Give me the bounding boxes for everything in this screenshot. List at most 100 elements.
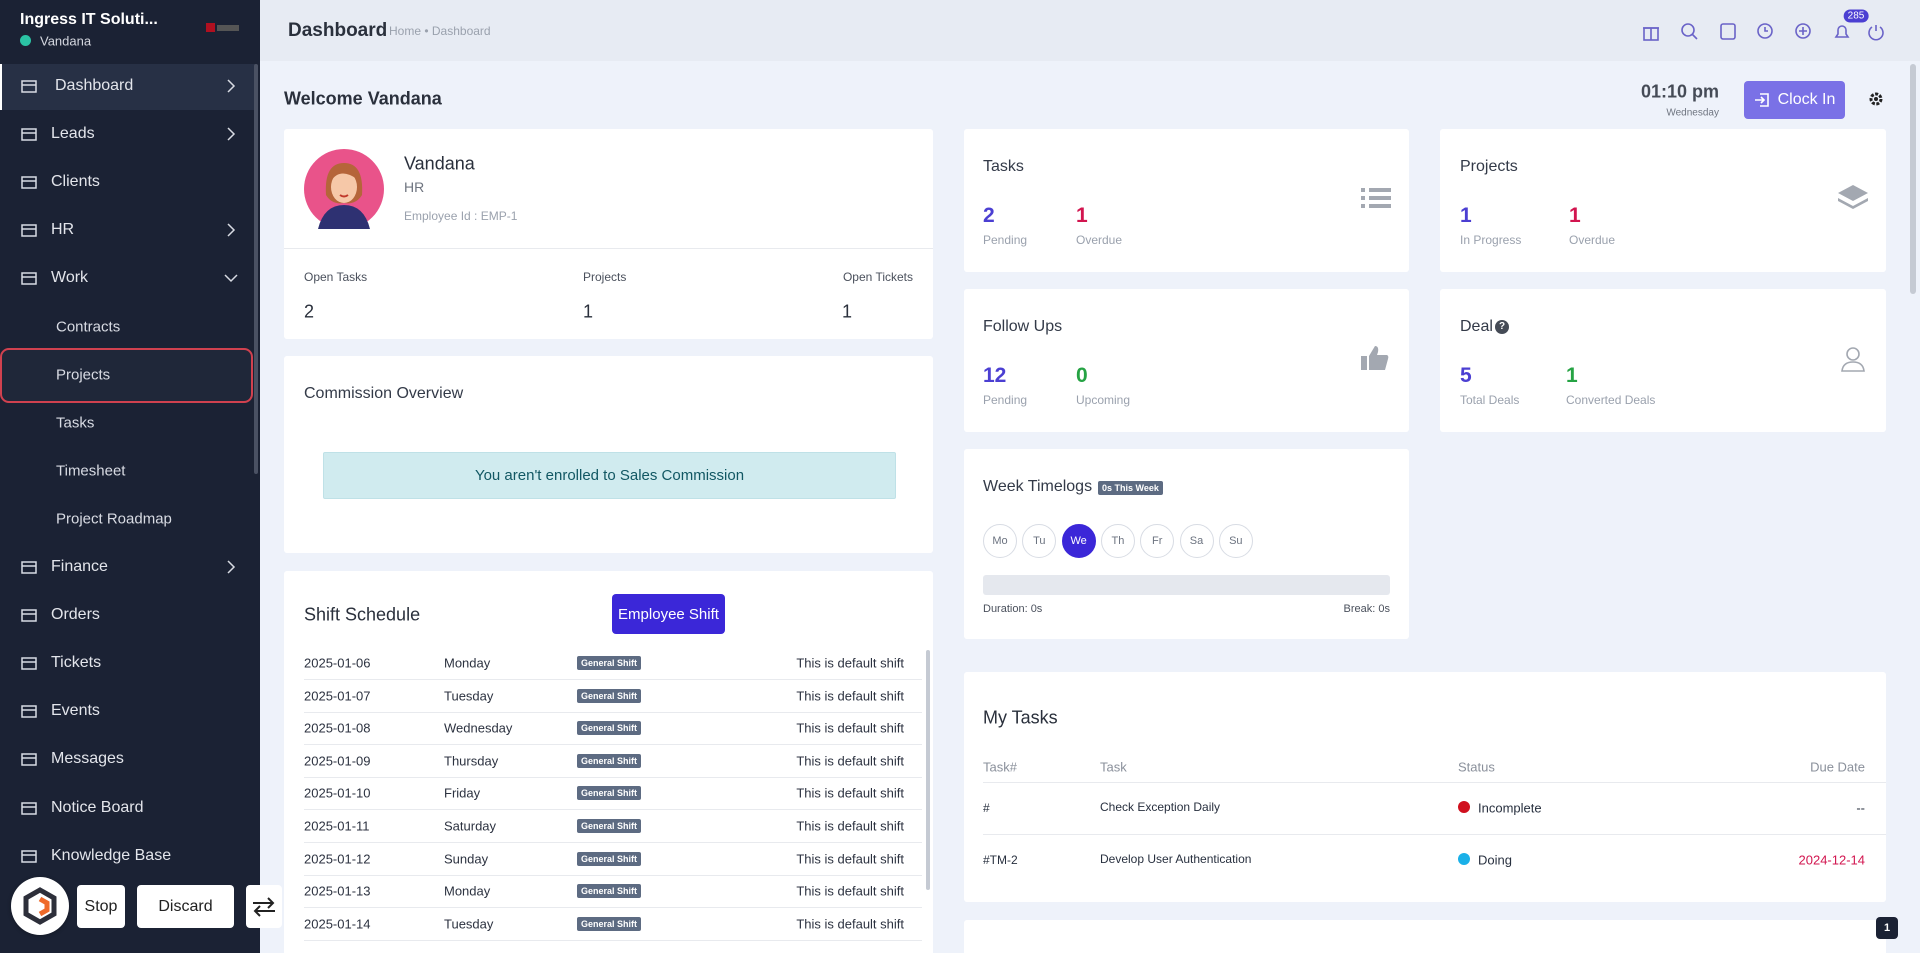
shift-day: Wednesday [444,720,513,736]
task-status: Incomplete [1478,800,1542,816]
help-icon[interactable]: ? [1495,320,1509,334]
due-date: 2024-12-14 [1798,852,1866,868]
card-title: Tasks [983,158,1024,175]
card-title: Projects [1460,158,1518,175]
active-item[interactable] [0,64,255,110]
breadcrumb[interactable]: Home • Dashboard [389,24,491,38]
column-header: Task# [983,759,1017,775]
selected-item[interactable] [0,348,253,403]
clock-day: Wednesday [1666,107,1719,119]
shift-day: Monday [444,883,491,899]
week-badge: 0s This Week [1098,481,1163,495]
shift-note: This is default shift [796,818,904,834]
shift-badge: General Shift [577,721,642,736]
user-name: Vandana [40,33,92,49]
menu-item[interactable]: Messages [51,750,124,768]
shift-note: This is default shift [796,916,904,932]
card-title: My Tasks [983,707,1058,728]
divider [284,248,933,249]
menu-icon [21,753,37,767]
stat-label: Open Tickets [842,270,913,284]
menu-item[interactable]: HR [51,221,75,239]
status-dot [1458,801,1470,813]
shift-note: This is default shift [796,753,904,769]
stat-value: 1 [1569,204,1581,227]
day-circle[interactable]: We [1061,524,1096,558]
day-circle[interactable]: Sa [1179,524,1214,558]
stat-value: 1 [842,301,853,322]
shift-day: Saturday [444,818,497,834]
row-divider [304,744,922,746]
deal-card [1440,289,1886,432]
menu-item[interactable]: Clients [51,173,100,191]
shift-badge: General Shift [577,851,642,866]
shift-note: This is default shift [796,883,904,899]
shift-note: This is default shift [796,785,904,801]
status-dot [1458,853,1470,865]
stat-value: 1 [1460,204,1472,227]
menu-item[interactable]: Leads [51,125,95,143]
shift-scrollbar [926,650,930,890]
employee-id: Employee Id : EMP-1 [404,209,518,223]
card-title: Follow Ups [983,318,1063,335]
row-divider [304,776,922,778]
sidebar-scrollbar [254,64,258,474]
duration: Duration: 0s [983,603,1043,615]
next-card [964,920,1886,953]
menu-icon [21,657,37,670]
page-title: Dashboard [288,20,388,41]
shift-badge: General Shift [577,753,642,768]
card-title: Commission Overview [304,385,464,402]
divider [983,782,1886,783]
task-name[interactable]: Develop User Authentication [1100,852,1252,866]
swap-button[interactable] [246,885,282,928]
topbar-icons[interactable] [1640,20,1900,44]
task-id: # [983,801,990,815]
day-circle[interactable]: Su [1218,524,1253,558]
menu-icon [21,849,37,863]
shift-badge: General Shift [577,786,642,801]
shift-date: 2025-01-12 [304,851,371,867]
menu-item[interactable]: Notice Board [51,798,144,816]
submenu-item[interactable]: Projects [56,366,111,384]
recorder-logo[interactable] [11,877,69,935]
company-name[interactable]: Ingress IT Soluti... [20,11,158,28]
submenu-item[interactable]: Timesheet [56,462,126,480]
swap-icon [253,896,275,917]
stat-value: 1 [1076,204,1088,227]
submenu-item[interactable]: Tasks [56,414,95,432]
profile-card [284,129,933,339]
employee-shift-button[interactable]: Employee Shift [612,594,725,634]
submenu-item[interactable]: Project Roadmap [56,510,172,528]
stat-label: Total Deals [1460,393,1520,407]
shift-badge: General Shift [577,656,642,670]
menu-icon [21,609,37,622]
commission-alert: You aren't enrolled to Sales Commission [323,452,896,499]
card-title: Shift Schedule [304,604,421,625]
menu-item[interactable]: Orders [51,606,100,624]
task-name[interactable]: Check Exception Daily [1100,800,1221,814]
clock-in-button[interactable]: Clock In [1744,81,1845,119]
day-circle[interactable]: Fr [1140,524,1175,558]
recorder-icon [23,887,57,925]
page-badge: 1 [1876,917,1898,939]
stop-button[interactable]: Stop [77,885,125,928]
day-circle[interactable]: Th [1100,524,1135,558]
menu-item[interactable]: Tickets [51,654,102,672]
stat-value: 5 [1460,364,1472,387]
menu-item[interactable]: Dashboard [55,77,134,94]
menu-item[interactable]: Finance [51,558,108,575]
shift-date: 2025-01-08 [304,720,371,736]
settings-icon[interactable] [1868,91,1884,107]
clock-time: 01:10 pm [1640,81,1719,102]
day-circle[interactable]: Tu [1022,524,1057,558]
stat-label: In Progress [1460,233,1522,247]
submenu-item[interactable]: Contracts [56,318,121,335]
column-header: Status [1458,759,1495,775]
menu-item[interactable]: Events [51,702,100,720]
menu-item[interactable]: Work [51,269,89,287]
stat-label: Overdue [1076,233,1123,247]
menu-item[interactable]: Knowledge Base [51,846,172,864]
discard-button[interactable]: Discard [137,885,234,928]
day-circle[interactable]: Mo [983,524,1017,558]
